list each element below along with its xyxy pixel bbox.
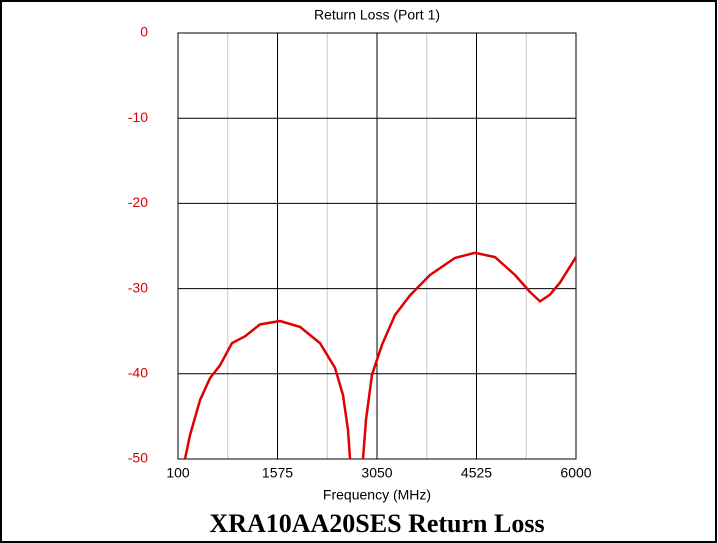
y-tick-label: -40 xyxy=(128,365,148,381)
x-tick-label: 4525 xyxy=(461,465,492,481)
y-tick-label: -10 xyxy=(128,109,148,125)
plot-border xyxy=(177,32,577,460)
x-tick-label: 3050 xyxy=(361,465,392,481)
caption: XRA10AA20SES Return Loss xyxy=(209,509,544,538)
line xyxy=(183,251,578,460)
x-tick-label: 6000 xyxy=(560,465,591,481)
x-axis-label: Frequency (MHz) xyxy=(323,487,431,503)
y-tick-label: -20 xyxy=(128,194,148,210)
y-tick-label: 0 xyxy=(140,24,148,40)
x-tick-label: 1575 xyxy=(262,465,293,481)
x-tick-label: 100 xyxy=(166,465,190,481)
y-tick-label: -30 xyxy=(128,279,148,295)
chart-title: Return Loss (Port 1) xyxy=(314,7,440,23)
y-tick-label: -50 xyxy=(128,450,148,466)
